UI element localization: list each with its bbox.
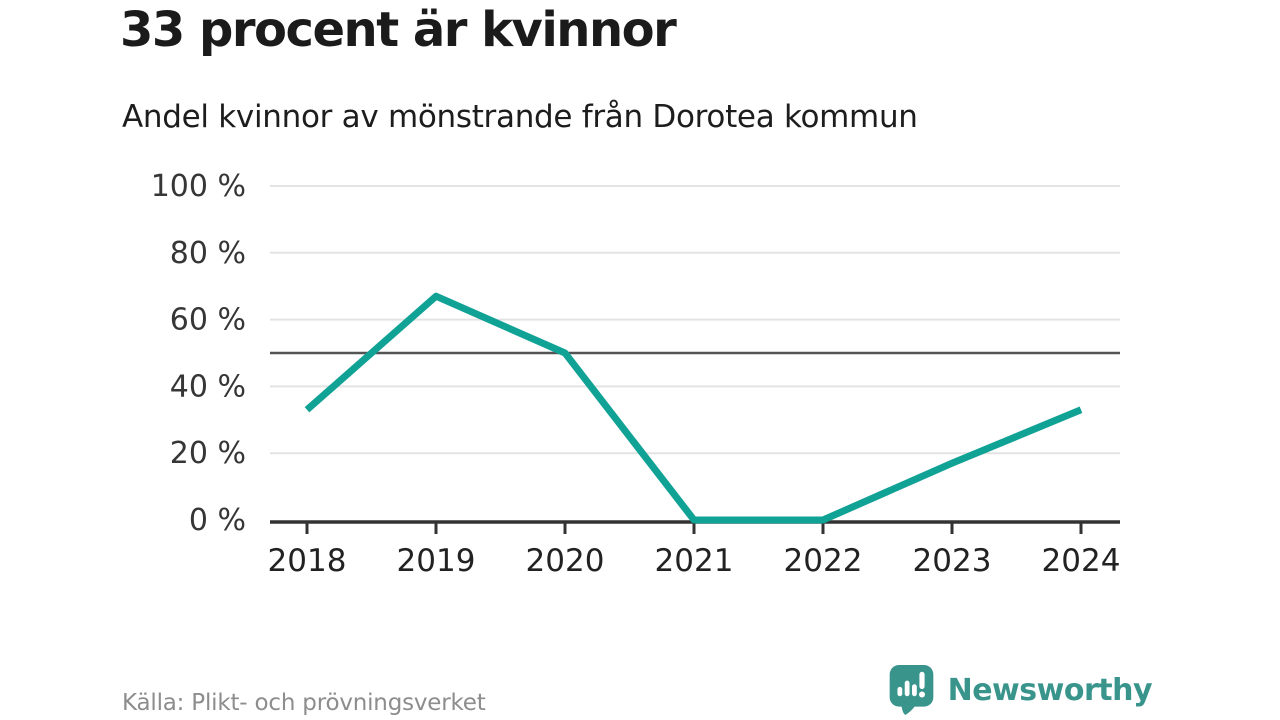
x-axis-label: 2019 — [397, 543, 476, 579]
x-axis-label: 2024 — [1042, 543, 1121, 579]
x-axis-label: 2021 — [655, 543, 734, 579]
x-axis-label: 2023 — [913, 543, 992, 579]
newsworthy-wordmark: Newsworthy — [947, 672, 1153, 708]
x-axis-label: 2018 — [268, 543, 347, 579]
y-axis-label: 40 % — [170, 369, 246, 404]
chart-title: 33 procent är kvinnor — [120, 2, 677, 58]
y-axis-label: 20 % — [170, 436, 246, 471]
y-axis-label: 60 % — [170, 303, 246, 338]
data-line-andel-kvinnor — [304, 292, 1083, 524]
x-axis-label: 2020 — [526, 543, 605, 579]
y-axis-label: 0 % — [189, 503, 246, 538]
y-axis-label: 100 % — [151, 169, 246, 204]
newsworthy-logo: Newsworthy — [888, 664, 1153, 716]
chart-subtitle: Andel kvinnor av mönstrande från Dorotea… — [122, 99, 918, 135]
x-axis-label: 2022 — [784, 543, 863, 579]
source-note: Källa: Plikt- och prövningsverket — [122, 690, 486, 716]
newsworthy-icon — [889, 665, 933, 715]
y-axis-label: 80 % — [170, 236, 246, 271]
line-chart: 0 % 20 % 40 % 60 % 80 % 100 % 2018 2019 2020 2021… — [151, 169, 1121, 579]
